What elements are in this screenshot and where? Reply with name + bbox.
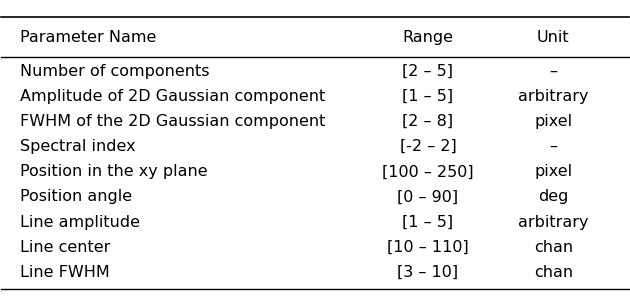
Text: chan: chan (534, 265, 573, 280)
Text: Parameter Name: Parameter Name (20, 30, 157, 45)
Text: FWHM of the 2D Gaussian component: FWHM of the 2D Gaussian component (20, 114, 326, 129)
Text: arbitrary: arbitrary (518, 215, 588, 230)
Text: Range: Range (403, 30, 454, 45)
Text: Unit: Unit (537, 30, 570, 45)
Text: [0 – 90]: [0 – 90] (398, 189, 459, 204)
Text: Position in the xy plane: Position in the xy plane (20, 164, 208, 179)
Text: [2 – 8]: [2 – 8] (403, 114, 454, 129)
Text: [1 – 5]: [1 – 5] (403, 89, 454, 104)
Text: Line center: Line center (20, 240, 111, 255)
Text: [2 – 5]: [2 – 5] (403, 64, 454, 79)
Text: –: – (549, 139, 558, 154)
Text: Number of components: Number of components (20, 64, 210, 79)
Text: Amplitude of 2D Gaussian component: Amplitude of 2D Gaussian component (20, 89, 326, 104)
Text: [10 – 110]: [10 – 110] (387, 240, 469, 255)
Text: pixel: pixel (534, 114, 573, 129)
Text: [-2 – 2]: [-2 – 2] (399, 139, 456, 154)
Text: pixel: pixel (534, 164, 573, 179)
Text: chan: chan (534, 240, 573, 255)
Text: Line FWHM: Line FWHM (20, 265, 110, 280)
Text: Position angle: Position angle (20, 189, 132, 204)
Text: Spectral index: Spectral index (20, 139, 136, 154)
Text: [3 – 10]: [3 – 10] (398, 265, 459, 280)
Text: Line amplitude: Line amplitude (20, 215, 140, 230)
Text: [100 – 250]: [100 – 250] (382, 164, 474, 179)
Text: arbitrary: arbitrary (518, 89, 588, 104)
Text: deg: deg (538, 189, 568, 204)
Text: [1 – 5]: [1 – 5] (403, 215, 454, 230)
Text: –: – (549, 64, 558, 79)
